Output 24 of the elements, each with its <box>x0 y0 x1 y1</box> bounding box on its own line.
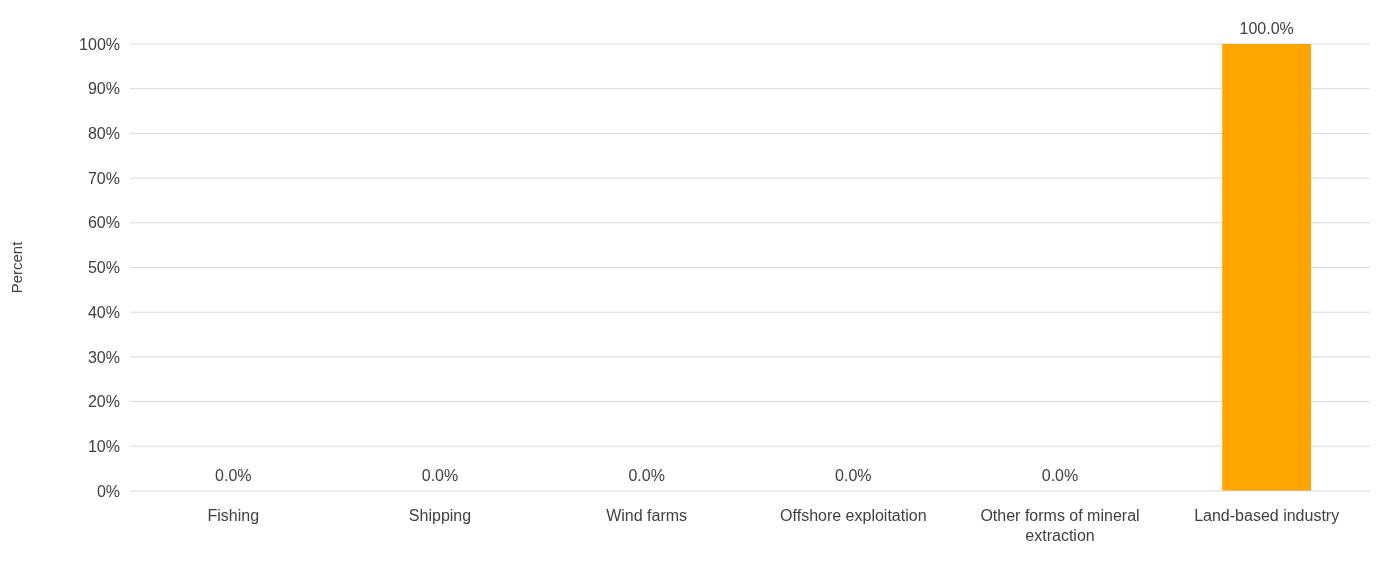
y-tick-label: 40% <box>87 303 120 321</box>
y-tick-label: 70% <box>87 169 120 187</box>
y-tick-label: 0% <box>96 482 120 500</box>
x-tick-label: Shipping <box>408 507 472 524</box>
y-tick-label: 80% <box>87 125 120 142</box>
y-tick-label: 10% <box>87 437 120 455</box>
data-label: 0.0% <box>835 467 872 484</box>
x-tick-label: Other forms of mineral extraction <box>980 507 1140 544</box>
data-label: 0.0% <box>628 467 665 484</box>
x-tick-label: Wind farms <box>606 507 688 524</box>
x-tick-label: Land-based industry <box>1194 507 1340 524</box>
x-tick-label: Offshore exploitation <box>780 507 927 524</box>
y-tick-label: 30% <box>87 348 120 366</box>
y-axis-title: Percent <box>8 240 25 294</box>
y-tick-label: 20% <box>87 393 120 411</box>
y-tick-label: 60% <box>87 214 120 232</box>
data-label: 0.0% <box>1041 467 1079 484</box>
x-tick-label: Fishing <box>207 507 260 524</box>
y-tick-label: 50% <box>87 259 120 277</box>
y-tick-label: 90% <box>87 80 120 98</box>
y-tick-label: 100% <box>79 35 120 53</box>
data-label: 0.0% <box>421 467 459 484</box>
data-label: 0.0% <box>215 467 252 484</box>
data-label: 100.0% <box>1239 20 1294 37</box>
